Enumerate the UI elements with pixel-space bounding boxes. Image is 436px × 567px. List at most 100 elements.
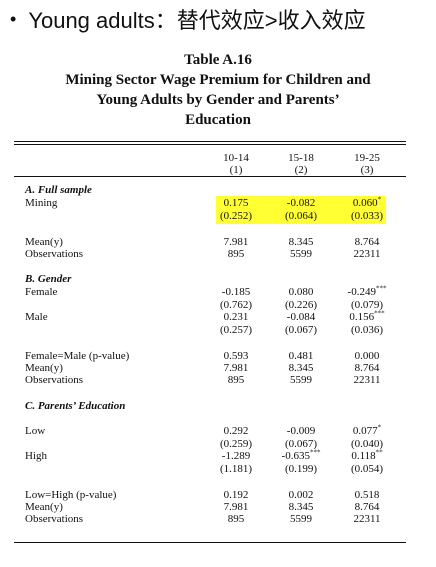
mining-se: (0.033) [350, 210, 384, 222]
coef-value: -0.084 [286, 311, 316, 323]
mean-value: 8.345 [288, 501, 314, 513]
mean-value: 8.764 [354, 501, 380, 513]
col-header-age: 19-25 [354, 152, 380, 164]
observations-value: 5599 [290, 513, 312, 525]
row-label-male: Male [25, 311, 48, 323]
male-coef: -0.084 [270, 311, 332, 324]
pvalue: 0.481 [288, 350, 314, 362]
coef-value: 0.175 [223, 197, 249, 209]
observations-value: 895 [227, 513, 245, 525]
mining-coef: 0.175 [205, 197, 267, 210]
high-coef: -1.289 [205, 450, 267, 463]
table-number: Table A.16 [184, 52, 252, 68]
row-label-low: Low [25, 425, 46, 437]
high-se: (0.199) [284, 463, 318, 475]
sig-stars: *** [309, 448, 321, 457]
female-coef: 0.080 [270, 286, 332, 299]
low-se: (0.067) [284, 438, 318, 450]
female-coef: -0.185 [205, 286, 267, 299]
high-coef: -0.635*** [270, 448, 332, 463]
header-rule [14, 176, 406, 177]
coef-value: 0.077 [352, 425, 378, 437]
male-se: (0.257) [219, 324, 253, 336]
table-title-line-2: Young Adults by Gender and Parents’ [96, 92, 340, 108]
mining-coef: 0.060* [336, 195, 398, 210]
mining-row-highlight [216, 196, 386, 224]
observations-value: 5599 [290, 248, 312, 260]
mean-value: 7.981 [223, 236, 249, 248]
pvalue: 0.593 [223, 350, 249, 362]
mean-value: 8.345 [288, 362, 314, 374]
coef-value: -0.635 [281, 450, 310, 462]
observations-value: 22311 [353, 513, 381, 525]
sig-stars: * [377, 195, 382, 204]
mean-value: 8.764 [354, 236, 380, 248]
mining-se: (0.252) [219, 210, 253, 222]
mining-coef: -0.082 [270, 197, 332, 210]
section-title-b: B. Gender [25, 273, 72, 285]
female-se: (0.079) [350, 299, 384, 311]
pvalue: 0.518 [354, 489, 380, 501]
mean-value: 7.981 [223, 362, 249, 374]
low-coef: 0.077* [336, 423, 398, 438]
observations-value: 22311 [353, 374, 381, 386]
row-label-high: High [25, 450, 47, 462]
sig-stars: * [377, 423, 382, 432]
coef-value: 0.231 [223, 311, 249, 323]
table-title-line-3: Education [185, 112, 251, 128]
male-se: (0.067) [284, 324, 318, 336]
coef-value: -0.249 [347, 286, 376, 298]
mining-se: (0.064) [284, 210, 318, 222]
col-header-age: 10-14 [223, 152, 249, 164]
high-coef: 0.118** [336, 448, 398, 463]
low-se: (0.040) [350, 438, 384, 450]
row-label-low-high-pvalue: Low=High (p-value) [25, 489, 117, 501]
pvalue: 0.192 [223, 489, 249, 501]
slide-heading-text: Young adults：替代效应>收入效应 [28, 8, 366, 33]
row-label-mean: Mean(y) [25, 362, 63, 374]
top-rule-2 [14, 144, 406, 145]
mean-value: 8.345 [288, 236, 314, 248]
coef-value: -1.289 [221, 450, 251, 462]
coef-value: -0.009 [286, 425, 316, 437]
female-se: (0.226) [284, 299, 318, 311]
table-title-line-1: Mining Sector Wage Premium for Children … [65, 72, 371, 88]
mean-value: 7.981 [223, 501, 249, 513]
col-header-num: (2) [294, 164, 308, 176]
col-header-num: (1) [229, 164, 243, 176]
section-title-a: A. Full sample [25, 184, 92, 196]
sig-stars: ** [375, 448, 383, 457]
row-label-observations: Observations [25, 513, 84, 525]
observations-value: 22311 [353, 248, 381, 260]
observations-value: 895 [227, 374, 245, 386]
row-label-observations: Observations [25, 248, 84, 260]
row-label-female: Female [25, 286, 58, 298]
sig-stars: *** [374, 309, 385, 318]
coef-value: 0.292 [223, 425, 249, 437]
top-rule-1 [14, 141, 406, 142]
low-coef: -0.009 [270, 425, 332, 438]
observations-value: 895 [227, 248, 245, 260]
table-title: Table A.16 Mining Sector Wage Premium fo… [0, 50, 436, 130]
high-se: (1.181) [219, 463, 253, 475]
high-se: (0.054) [350, 463, 384, 475]
coef-value: -0.185 [221, 286, 251, 298]
pvalue: 0.000 [354, 350, 380, 362]
col-header-age: 15-18 [288, 152, 314, 164]
col-header-num: (3) [360, 164, 374, 176]
mean-value: 8.764 [354, 362, 380, 374]
pvalue: 0.002 [288, 489, 314, 501]
observations-value: 5599 [290, 374, 312, 386]
male-coef: 0.231 [205, 311, 267, 324]
row-label-mean: Mean(y) [25, 236, 63, 248]
coef-value: 0.080 [288, 286, 314, 298]
row-label-mean: Mean(y) [25, 501, 63, 513]
low-se: (0.259) [219, 438, 253, 450]
coef-value: 0.060 [352, 197, 378, 209]
row-label-mining: Mining [25, 197, 58, 209]
female-coef: -0.249*** [336, 284, 398, 299]
sig-stars: *** [375, 284, 387, 293]
slide-heading: • Young adults：替代效应>收入效应 [10, 4, 366, 34]
coef-value: 0.156 [349, 311, 375, 323]
coef-value: 0.118 [351, 450, 376, 462]
